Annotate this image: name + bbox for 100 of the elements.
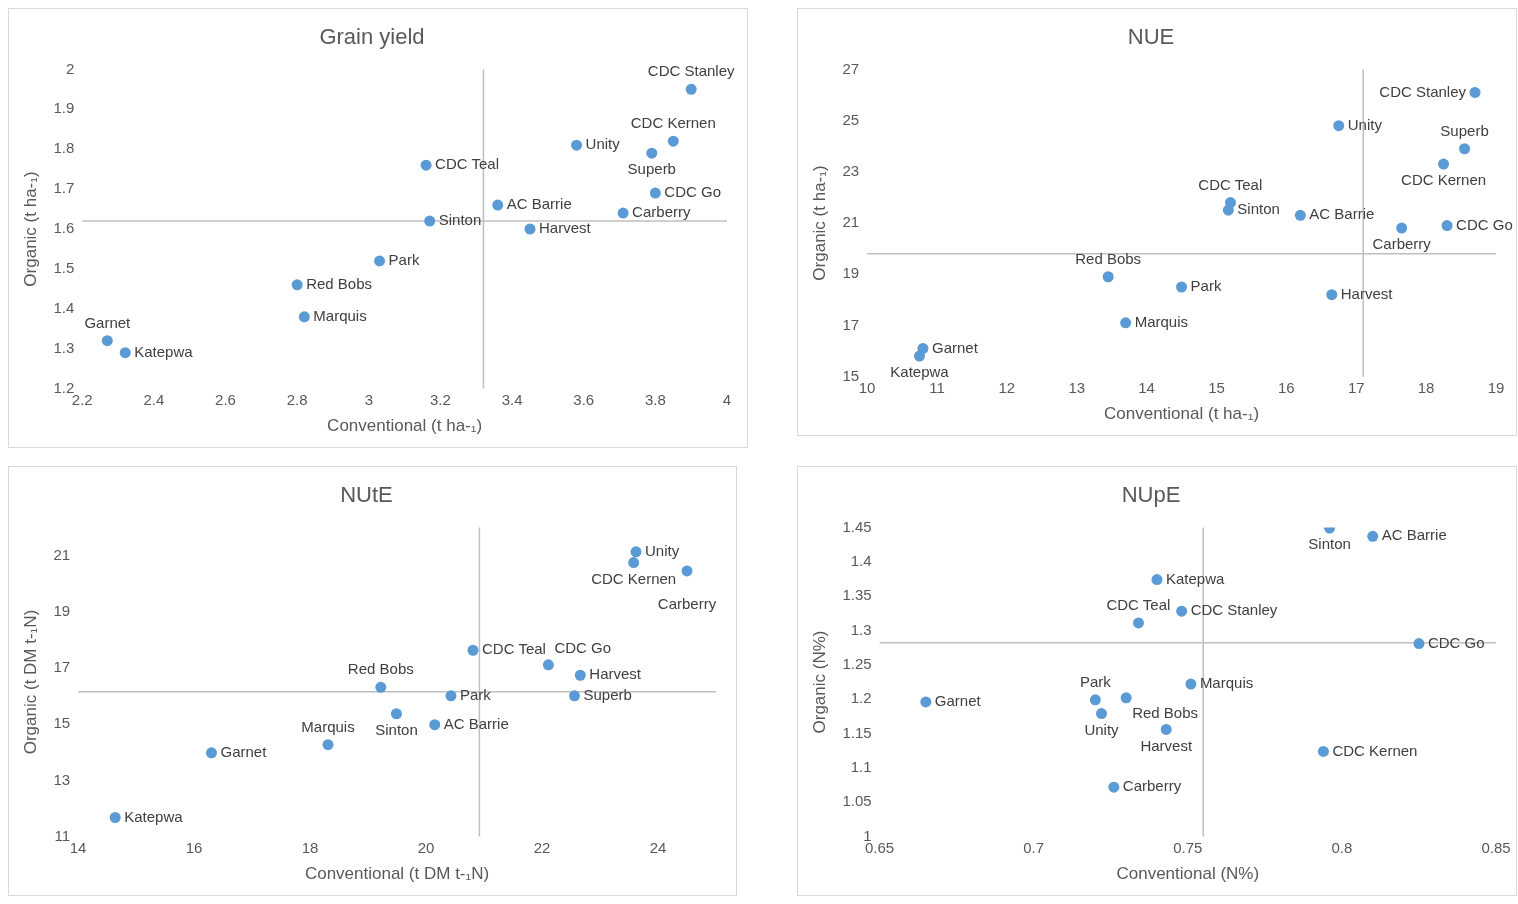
x-tick-label: 24 <box>649 838 667 856</box>
y-axis-title: Organic (N%) <box>809 630 829 734</box>
point <box>119 347 131 359</box>
point <box>571 139 583 151</box>
y-axis-title: Organic (t ha-₁) <box>20 171 40 287</box>
y-tick-label: 1.5 <box>53 259 75 277</box>
x-tick-label: 3 <box>364 390 373 408</box>
y-tick-label: 17 <box>53 658 71 676</box>
y-tick-label: 1.4 <box>53 298 75 316</box>
point <box>1160 723 1172 735</box>
annotation: CDC Teal <box>482 640 546 658</box>
annotation: Superb <box>1440 121 1489 139</box>
annotation: Park <box>459 685 492 703</box>
chart-title: NUE <box>1127 24 1175 50</box>
point <box>1326 289 1338 301</box>
x-tick-label: 20 <box>417 838 435 856</box>
x-tick-label: 4 <box>722 390 732 408</box>
annotation: CDC Go <box>554 638 612 656</box>
annotation: CDC Kernen <box>1401 171 1487 189</box>
point <box>1294 209 1306 221</box>
point <box>1317 745 1329 757</box>
y-tick-label: 1.8 <box>53 139 75 157</box>
annotation: Carberry <box>1122 777 1182 795</box>
x-axis-title: Conventional (t ha-₁) <box>327 416 483 436</box>
annotation: Harvest <box>1340 284 1394 302</box>
point <box>298 311 310 323</box>
annotation: Sinton <box>438 211 482 229</box>
annotation: Garnet <box>220 742 268 760</box>
point <box>913 350 925 362</box>
point <box>630 546 642 558</box>
annotation: Unity <box>585 135 621 153</box>
x-tick-label: 3.4 <box>501 390 523 408</box>
x-tick-label: 3.2 <box>430 390 451 408</box>
y-tick-label: 1.25 <box>842 654 872 672</box>
annotation: Unity <box>1084 720 1120 738</box>
annotation: Park <box>1079 673 1112 691</box>
point <box>1333 120 1345 132</box>
annotation: Harvest <box>589 665 642 683</box>
point <box>681 565 693 577</box>
point <box>424 215 436 227</box>
annotation: CDC Kernen <box>630 114 716 132</box>
annotation: Garnet <box>931 338 979 356</box>
point <box>920 696 932 708</box>
y-tick-label: 1.35 <box>842 586 872 604</box>
x-tick-label: 3.8 <box>644 390 666 408</box>
y-axis-title: Organic (t DM t-₁N) <box>20 609 40 755</box>
x-tick-label: 14 <box>1138 378 1155 396</box>
annotation: Unity <box>644 542 680 559</box>
y-tick-label: 1.7 <box>53 179 75 197</box>
annotation: Marquis <box>1134 312 1188 330</box>
point <box>1459 143 1471 155</box>
x-tick-label: 13 <box>1068 378 1086 396</box>
annotation: Marquis <box>301 717 355 735</box>
x-tick-label: 2.4 <box>143 390 165 408</box>
annotation: Sinton <box>1308 535 1351 553</box>
y-tick-label: 1.05 <box>842 792 872 810</box>
y-tick-label: 1.1 <box>850 758 872 776</box>
point <box>291 279 303 291</box>
x-tick-label: 0.7 <box>1023 838 1045 856</box>
annotation: Katepwa <box>890 363 950 381</box>
x-tick-label: 2.6 <box>215 390 236 408</box>
y-tick-label: 27 <box>842 59 860 77</box>
annotation: Red Bobs <box>1075 249 1142 267</box>
point <box>101 335 113 347</box>
point <box>628 557 640 569</box>
chart-title: NUtE <box>340 482 393 508</box>
y-tick-label: 25 <box>842 110 860 128</box>
point <box>1176 605 1188 617</box>
annotation: Harvest <box>538 219 592 237</box>
y-tick-label: 1.2 <box>850 689 872 707</box>
x-tick-label: 0.75 <box>1173 838 1203 856</box>
annotation: Red Bobs <box>306 275 373 292</box>
y-tick-label: 19 <box>842 264 860 282</box>
x-tick-label: 19 <box>1487 378 1505 396</box>
y-tick-label: 1.3 <box>53 338 75 356</box>
x-tick-label: 11 <box>929 378 945 396</box>
point <box>569 690 580 702</box>
point <box>1185 678 1197 690</box>
point <box>109 811 121 823</box>
point <box>1438 158 1450 170</box>
point <box>374 255 386 267</box>
annotation: Park <box>1190 277 1222 295</box>
annotation: Unity <box>1347 115 1383 133</box>
point <box>617 207 629 219</box>
annotation: Carberry <box>1372 235 1432 253</box>
annotation: CDC Go <box>1456 215 1513 233</box>
x-tick-label: 16 <box>185 838 203 856</box>
annotation: AC Barrie <box>443 714 509 732</box>
y-tick-label: 21 <box>842 213 860 231</box>
point <box>574 669 586 681</box>
chart-title: Grain yield <box>319 24 425 50</box>
y-tick-label: 19 <box>53 601 71 619</box>
x-tick-label: 18 <box>301 838 319 856</box>
point <box>685 83 697 95</box>
y-tick-label: 2 <box>65 59 75 77</box>
x-axis-title: Conventional (t ha-₁) <box>1104 404 1260 424</box>
point <box>492 199 504 211</box>
annotation: Superb <box>583 685 632 703</box>
x-axis-title: Conventional (N%) <box>1116 864 1260 884</box>
point <box>322 739 334 751</box>
